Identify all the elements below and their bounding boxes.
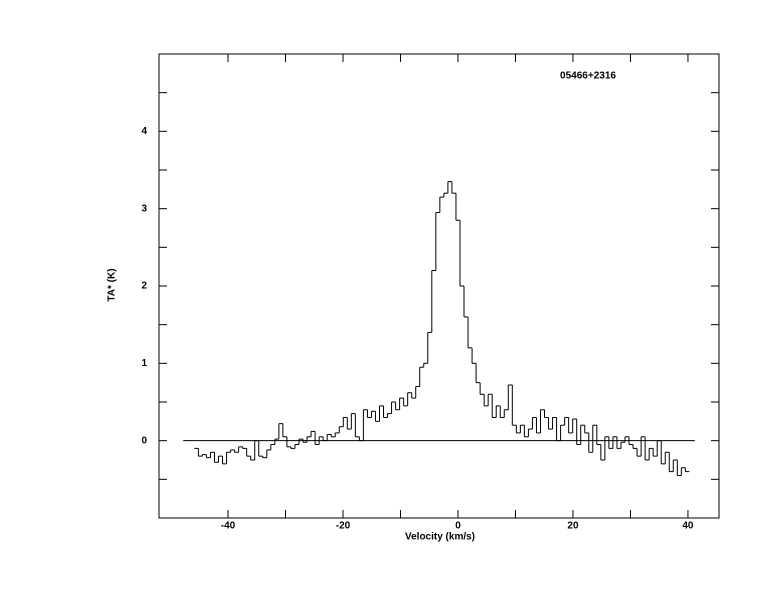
x-tick-label: -20 — [336, 521, 351, 532]
y-tick-label: 0 — [141, 435, 147, 446]
y-tick-label: 4 — [141, 126, 147, 137]
x-axis-label: Velocity (km/s) — [405, 532, 475, 543]
y-axis-label: TA* (K) — [107, 268, 118, 301]
y-tick-label: 1 — [141, 358, 147, 369]
chart-title: 05466+2316 — [560, 71, 616, 82]
x-tick-label: 40 — [682, 521, 694, 532]
x-tick-label: 0 — [455, 521, 461, 532]
x-tick-label: 20 — [567, 521, 579, 532]
y-tick-label: 3 — [141, 203, 147, 214]
x-tick-label: -40 — [221, 521, 236, 532]
y-tick-label: 2 — [141, 281, 147, 292]
